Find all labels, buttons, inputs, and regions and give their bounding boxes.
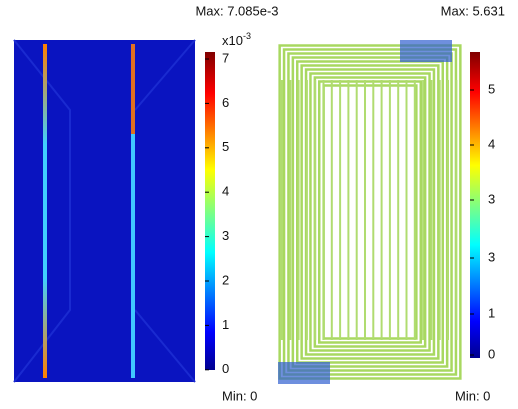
- tick-label: 5: [222, 139, 229, 154]
- channel-loop: [296, 60, 444, 364]
- tick-label: 6: [222, 95, 229, 110]
- left-min: Min: 0: [222, 388, 257, 403]
- tick-label: 3: [488, 191, 495, 206]
- tick-label: 0: [222, 361, 229, 376]
- outlet-spot: [278, 362, 330, 384]
- channel-loop: [287, 52, 453, 372]
- channel-loop: [278, 44, 462, 380]
- left-field: [14, 40, 195, 382]
- channel-loop: [300, 64, 440, 360]
- right-field: [275, 40, 465, 385]
- right-min: Min: 0: [455, 388, 490, 403]
- right-channel: [131, 44, 135, 378]
- channel-loop: [309, 72, 431, 352]
- right-colorbar: [470, 52, 480, 358]
- inlet-spot: [400, 40, 452, 62]
- left-colorbar: [205, 52, 215, 370]
- left-max: Max: 7.085e-3: [195, 3, 278, 18]
- tick-label: 5: [488, 81, 495, 96]
- tick-label: 1: [488, 305, 495, 320]
- tick-label: 3: [222, 228, 229, 243]
- tick-label: 1: [222, 317, 229, 332]
- tick-label: 7: [222, 50, 229, 65]
- exponent-base: x10: [222, 33, 243, 48]
- tick-label: 0: [488, 346, 495, 361]
- right-max: Max: 5.631: [441, 3, 505, 18]
- exponent: x10-3: [222, 31, 251, 48]
- tick-label: 4: [222, 184, 229, 199]
- left-field-shade: [13, 39, 196, 383]
- left-channel: [43, 44, 47, 378]
- right-channel-top: [131, 44, 135, 134]
- tick-label: 2: [222, 272, 229, 287]
- serpentine: [278, 44, 462, 380]
- right-ticks: 5 4 3 3 1 0: [470, 81, 495, 361]
- channel-loop: [318, 80, 422, 344]
- left-ticks: 7 6 5 4 3 2 1 0: [205, 50, 229, 376]
- exponent-power: -3: [243, 31, 251, 41]
- tick-label: 4: [488, 136, 495, 151]
- tick-label: 3: [488, 249, 495, 264]
